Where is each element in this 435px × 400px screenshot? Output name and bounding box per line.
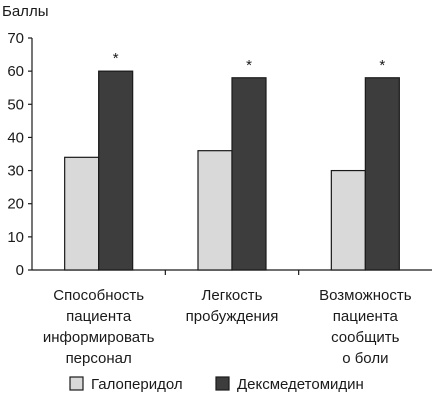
category-label-line: пациента bbox=[333, 308, 399, 325]
bar-haloperidol bbox=[330, 169, 366, 271]
category-label-line: Способность bbox=[53, 287, 144, 304]
category-label-line: пациента bbox=[66, 308, 132, 325]
y-tick-label: 0 bbox=[16, 262, 24, 279]
bar-haloperidol bbox=[197, 150, 233, 271]
bar-dexmedetomidine bbox=[98, 70, 134, 271]
legend: Галоперидол Дексмедетомидин bbox=[69, 376, 364, 393]
category-label-line: Возможность bbox=[319, 287, 412, 304]
y-tick-label: 30 bbox=[7, 163, 24, 180]
bar-dexmedetomidine bbox=[364, 77, 400, 271]
category-label-line: сообщить bbox=[331, 329, 400, 346]
y-tick-label: 50 bbox=[7, 96, 24, 113]
significance-marker: * bbox=[113, 50, 119, 67]
category-label: Легкость пробуждения bbox=[186, 287, 279, 325]
legend-label: Галоперидол bbox=[91, 376, 183, 393]
legend-swatch bbox=[215, 376, 230, 391]
bar-haloperidol bbox=[64, 156, 100, 271]
category-label-line: Легкость bbox=[202, 287, 263, 304]
y-tick-label: 10 bbox=[7, 229, 24, 246]
y-ticks: 0 10 20 30 40 50 60 70 bbox=[7, 30, 32, 279]
category-label: Возможность пациента сообщить о боли bbox=[319, 287, 412, 367]
y-tick-label: 60 bbox=[7, 63, 24, 80]
y-tick-label: 20 bbox=[7, 196, 24, 213]
legend-swatch bbox=[69, 376, 84, 391]
y-tick-label: 70 bbox=[7, 30, 24, 47]
significance-marker: * bbox=[379, 57, 385, 74]
significance-marker: * bbox=[246, 57, 252, 74]
y-axis-label: Баллы bbox=[2, 3, 48, 20]
y-tick-label: 40 bbox=[7, 129, 24, 146]
bars bbox=[64, 70, 400, 271]
category-label-line: информировать bbox=[43, 329, 155, 346]
category-label-line: персонал bbox=[66, 350, 132, 367]
category-labels: Способность пациента информировать персонал… bbox=[43, 287, 412, 367]
annotations: * * * bbox=[113, 50, 386, 74]
legend-label: Дексмедетомидин bbox=[237, 376, 364, 393]
category-label-line: о боли bbox=[342, 350, 388, 367]
category-label: Способность пациента информировать персонал bbox=[43, 287, 155, 367]
category-label-line: пробуждения bbox=[186, 308, 279, 325]
bar-dexmedetomidine bbox=[231, 77, 267, 271]
